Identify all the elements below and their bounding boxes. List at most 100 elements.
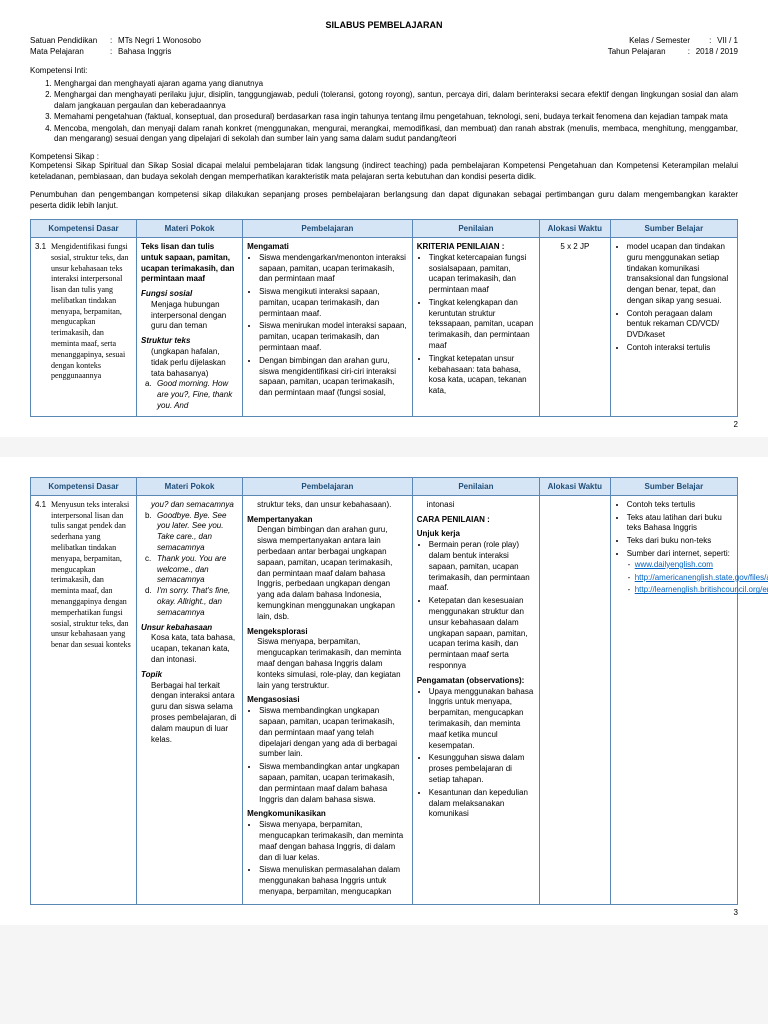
pb-cont: struktur teks, dan unsur kebahasaan).	[247, 500, 408, 511]
col-pb: Pembelajaran	[243, 219, 413, 237]
mp-text: Berbagai hal terkait dengan interaksi an…	[141, 681, 238, 746]
pb-item: Siswa membandingkan ungkapan sapaan, pam…	[259, 706, 408, 760]
col-mp: Materi Pokok	[137, 477, 243, 495]
pn-list: Bermain peran (role play) dalam bentuk i…	[417, 540, 535, 672]
pn-list: Tingkat ketercapaian fungsi sosialsapaan…	[417, 253, 535, 397]
col-kd: Kompetensi Dasar	[31, 219, 137, 237]
pb-list: Siswa membandingkan ungkapan sapaan, pam…	[247, 706, 408, 805]
pn-item: Kesungguhan siswa dalam proses pembelaja…	[429, 753, 535, 785]
mp-struktur: Struktur teks	[141, 336, 238, 347]
col-pn: Penilaian	[412, 477, 539, 495]
mp-heading: Teks lisan dan tulis untuk sapaan, pamit…	[141, 242, 238, 285]
pb-text: Siswa menyapa, berpamitan, mengucapkan t…	[247, 637, 408, 691]
pn-item: Tingkat kelengkapan dan keruntutan struk…	[429, 298, 535, 352]
kd-text: Mengidentifikasi fungsi sosial, struktur…	[51, 242, 132, 382]
syllabus-table-1: Kompetensi Dasar Materi Pokok Pembelajar…	[30, 219, 738, 417]
ks-title: Kompetensi Sikap :	[30, 152, 738, 161]
pb-item: Siswa menyapa, berpamitan, mengucapkan t…	[259, 820, 408, 863]
kd-number: 3.1	[35, 242, 51, 382]
pb-heading: Mempertanyakan	[247, 515, 408, 526]
pn-item: Tingkat ketepatan unsur kebahasaan: tata…	[429, 354, 535, 397]
kd-text: Menyusun teks interaksi interpersonal li…	[51, 500, 132, 651]
table-row: 3.1 Mengidentifikasi fungsi sosial, stru…	[31, 237, 738, 416]
mp-text: Menjaga hubungan interpersonal dengan gu…	[141, 300, 238, 332]
mp-unsur: Unsur kebahasaan	[141, 623, 238, 634]
pn-item: Ketepatan dan kesesuaian menggunakan str…	[429, 596, 535, 672]
ki-item: Mencoba, mengolah, dan menyaji dalam ran…	[54, 124, 738, 145]
ks-p1: Kompetensi Sikap Spiritual dan Sikap Sos…	[30, 161, 738, 182]
col-pb: Pembelajaran	[243, 477, 413, 495]
label-kelas: Kelas / Semester	[629, 36, 709, 45]
mp-topik: Topik	[141, 670, 238, 681]
aw-cell: 5 x 2 JP	[540, 237, 611, 416]
sb-item: Teks atau latihan dari buku teks Bahasa …	[627, 513, 733, 535]
col-pn: Penilaian	[412, 219, 539, 237]
col-sb: Sumber Belajar	[610, 477, 737, 495]
sb-link[interactable]: www.dailyenglish.com	[635, 560, 713, 569]
col-kd: Kompetensi Dasar	[31, 477, 137, 495]
pb-item: Siswa membandingkan antar ungkapan sapaa…	[259, 762, 408, 805]
mp-item-d: d.I'm sorry. That's fine, okay. Allright…	[141, 586, 238, 618]
pb-text: Dengan bimbingan dan arahan guru, siswa …	[247, 525, 408, 622]
ki-item: Menghargai dan menghayati ajaran agama y…	[54, 79, 738, 89]
page-number: 2	[734, 420, 738, 429]
pb-list: Siswa mendengarkan/menonton interaksi sa…	[247, 253, 408, 399]
pb-heading: Mengeksplorasi	[247, 627, 408, 638]
label-mata: Mata Pelajaran	[30, 47, 110, 56]
mp-item-a: a. Good morning. How are you?, Fine, tha…	[141, 379, 238, 411]
kd-number: 4.1	[35, 500, 51, 651]
sb-list: Contoh teks tertulis Teks atau latihan d…	[615, 500, 733, 596]
sb-list: model ucapan dan tindakan guru menggunak…	[615, 242, 733, 354]
sb-link[interactable]: http://learnenglish.britishcouncil.org/e…	[635, 585, 768, 594]
table-row: 4.1 Menyusun teks interaksi interpersona…	[31, 495, 738, 904]
sb-item: model ucapan dan tindakan guru menggunak…	[627, 242, 733, 307]
pn-list: Upaya menggunakan bahasa Inggris untuk m…	[417, 687, 535, 821]
value-tahun: 2018 / 2019	[696, 47, 738, 56]
pb-list: Siswa menyapa, berpamitan, mengucapkan t…	[247, 820, 408, 898]
sb-item: Sumber dari internet, seperti: www.daily…	[627, 549, 733, 596]
mp-item-c: c.Thank you. You are welcome., dan semac…	[141, 554, 238, 586]
pb-heading: Mengasosiasi	[247, 695, 408, 706]
pb-heading: Mengamati	[247, 242, 408, 253]
pn-heading: CARA PENILAIAN :	[417, 515, 535, 526]
pn-obs: Pengamatan (observations):	[417, 676, 535, 687]
col-sb: Sumber Belajar	[610, 219, 737, 237]
mp-cont: you? dan semacamnya	[141, 500, 238, 511]
value-satuan: MTs Negri 1 Wonosobo	[118, 36, 201, 45]
mp-text: (ungkapan hafalan, tidak perlu dijelaska…	[141, 347, 238, 379]
label-satuan: Satuan Pendidikan	[30, 36, 110, 45]
pn-heading: KRITERIA PENILAIAN :	[417, 242, 535, 253]
page-2: Kompetensi Dasar Materi Pokok Pembelajar…	[0, 457, 768, 925]
pb-heading: Mengkomunikasikan	[247, 809, 408, 820]
pb-item: Dengan bimbingan dan arahan guru, siswa …	[259, 356, 408, 399]
col-aw: Alokasi Waktu	[540, 477, 611, 495]
mp-fungsi: Fungsi sosial	[141, 289, 238, 300]
mp-item-b: b.Goodbye. Bye. See you later. See you. …	[141, 511, 238, 554]
pn-item: Tingkat ketercapaian fungsi sosialsapaan…	[429, 253, 535, 296]
pn-cont: intonasi	[417, 500, 535, 511]
syllabus-table-2: Kompetensi Dasar Materi Pokok Pembelajar…	[30, 477, 738, 905]
header-row-2: Mata Pelajaran : Bahasa Inggris Tahun Pe…	[30, 47, 738, 56]
colon: :	[688, 47, 696, 56]
pn-item: Bermain peran (role play) dalam bentuk i…	[429, 540, 535, 594]
pn-item: Upaya menggunakan bahasa Inggris untuk m…	[429, 687, 535, 752]
pn-item: Kesantunan dan kepedulian dalam melaksan…	[429, 788, 535, 820]
value-kelas: VII / 1	[717, 36, 738, 45]
value-mata: Bahasa Inggris	[118, 47, 171, 56]
col-aw: Alokasi Waktu	[540, 219, 611, 237]
doc-title: SILABUS PEMBELAJARAN	[30, 20, 738, 30]
pb-item: Siswa menuliskan permasalahan dalam meng…	[259, 865, 408, 897]
mp-text: Kosa kata, tata bahasa, ucapan, tekanan …	[141, 633, 238, 665]
label-tahun: Tahun Pelajaran	[608, 47, 688, 56]
colon: :	[110, 36, 118, 45]
page-number: 3	[734, 908, 738, 917]
sb-item: Contoh teks tertulis	[627, 500, 733, 511]
pb-item: Siswa mendengarkan/menonton interaksi sa…	[259, 253, 408, 285]
pn-unjuk: Unjuk kerja	[417, 529, 535, 540]
sb-net-label: Sumber dari internet, seperti:	[627, 549, 730, 558]
colon: :	[110, 47, 118, 56]
ki-item: Menghargai dan menghayati perilaku jujur…	[54, 90, 738, 111]
header-row-1: Satuan Pendidikan : MTs Negri 1 Wonosobo…	[30, 36, 738, 45]
sb-link[interactable]: http://americanenglish.state.gov/files/a…	[635, 573, 768, 582]
colon: :	[709, 36, 717, 45]
